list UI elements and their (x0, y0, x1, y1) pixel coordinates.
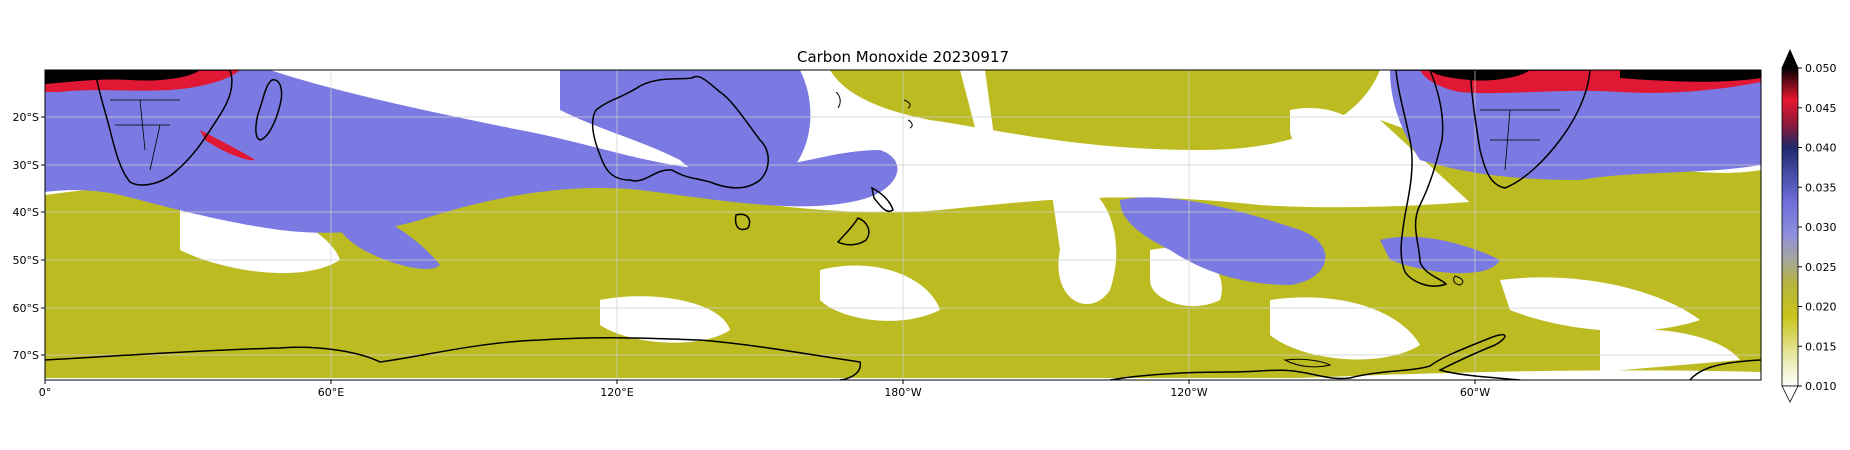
colorbar-tick-label: 0.050 (1805, 62, 1837, 75)
lon-tick-label: 0° (39, 386, 52, 399)
lat-tick-label: 40°S (13, 206, 39, 219)
colorbar-tick-label: 0.040 (1805, 142, 1837, 155)
tasmania-coast (734, 213, 751, 231)
southern-africa-coast (1469, 70, 1591, 189)
lon-tick-label: 60°E (318, 386, 344, 399)
colorbar-gradient (1781, 67, 1799, 387)
colorbar-tick-label: 0.030 (1805, 221, 1837, 234)
coastlines (45, 70, 1761, 380)
cloud-gaps (180, 70, 1740, 372)
colorbar-tick-label: 0.020 (1805, 301, 1837, 314)
co-mid-field (45, 70, 1761, 285)
lat-tick-label: 50°S (13, 254, 39, 267)
lat-tick-label: 30°S (13, 159, 39, 172)
south-america-coast (1395, 70, 1448, 287)
colorbar-tick-label: 0.015 (1805, 340, 1837, 353)
map-title: Carbon Monoxide 20230917 (797, 48, 1009, 66)
colorbar-tick-label: 0.010 (1805, 380, 1837, 393)
africa-borders (110, 99, 180, 171)
new-zealand-coast (836, 186, 894, 246)
colorbar-tick-label: 0.035 (1805, 181, 1837, 194)
lat-tick-label: 60°S (13, 302, 39, 315)
lon-tick-label: 60°W (1460, 386, 1490, 399)
colorbar: 0.050 0.045 0.040 0.035 0.030 0.025 0.02… (1781, 49, 1837, 403)
falklands-coast (1453, 275, 1464, 286)
lat-axis: 20°S 30°S 40°S 50°S 60°S 70°S (13, 111, 45, 362)
lon-tick-label: 180°W (884, 386, 921, 399)
colorbar-tick-label: 0.045 (1805, 102, 1837, 115)
madagascar-coast (255, 79, 283, 141)
map-area (45, 70, 1761, 380)
colorbar-extend-max (1781, 49, 1799, 69)
co-high-hotspots (45, 70, 1761, 161)
australia-coast (591, 75, 769, 189)
colorbar-extend-min (1781, 385, 1799, 403)
lat-tick-label: 20°S (13, 111, 39, 124)
antarctic-peninsula (1283, 358, 1332, 368)
lon-tick-label: 120°W (1170, 386, 1207, 399)
africa-coast (94, 70, 233, 186)
lon-tick-label: 120°E (600, 386, 633, 399)
southern-africa-borders (1480, 109, 1560, 171)
antarctica-coast (45, 333, 1761, 380)
lat-tick-label: 70°S (13, 349, 39, 362)
colorbar-tick-label: 0.025 (1805, 261, 1837, 274)
lon-axis: 0° 60°E 120°E 180°W 120°W 60°W (39, 380, 1490, 399)
